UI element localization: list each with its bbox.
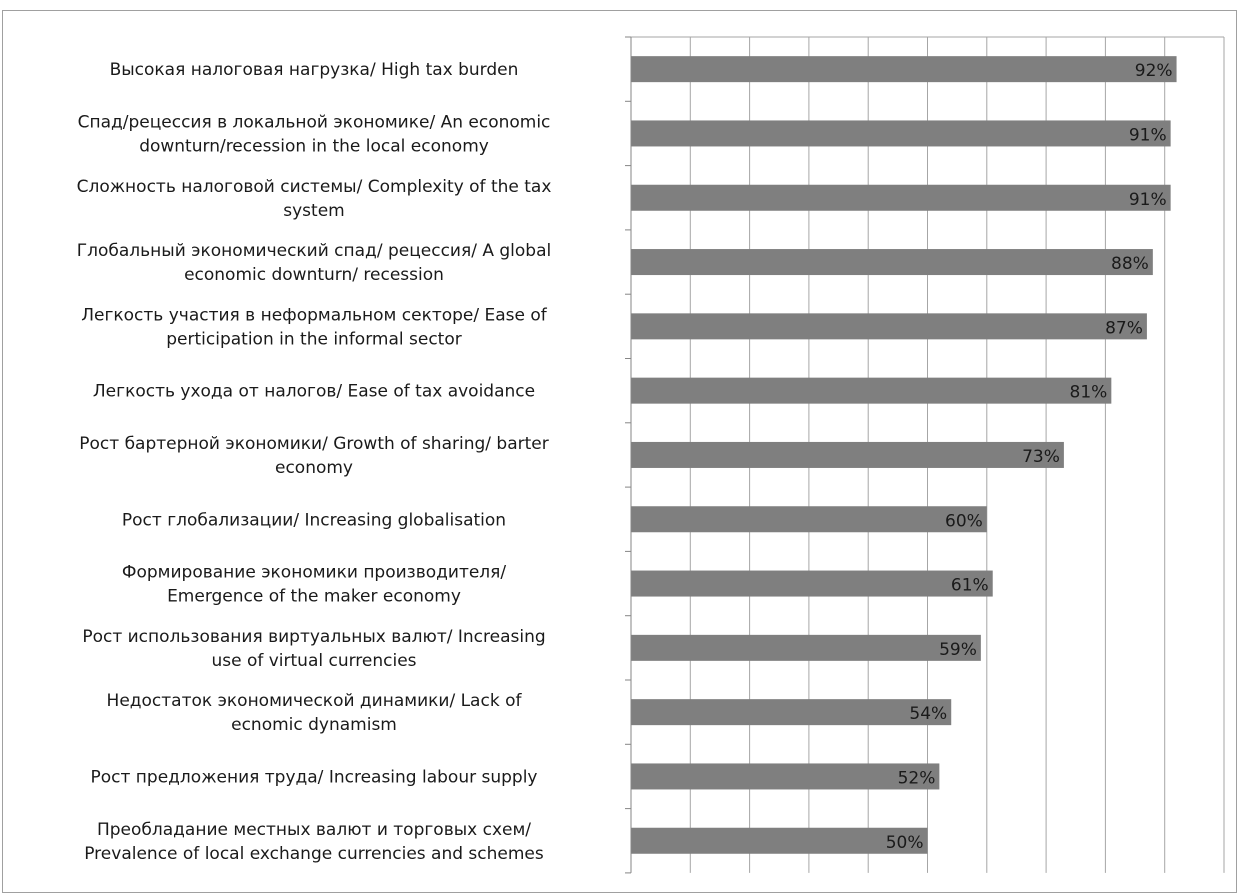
category-label-line: economic downturn/ recession xyxy=(184,265,444,285)
category-labels: Высокая налоговая нагрузка/ High tax bur… xyxy=(77,60,552,864)
category-label-line: Emergence of the maker economy xyxy=(167,587,461,607)
category-label: Рост использования виртуальных валют/ In… xyxy=(82,627,545,671)
category-label-line: Легкость ухода от налогов/ Ease of tax a… xyxy=(93,382,535,402)
category-label: Высокая налоговая нагрузка/ High tax bur… xyxy=(110,60,519,80)
category-label: Рост глобализации/ Increasing globalisat… xyxy=(122,510,506,530)
category-axis xyxy=(625,36,632,874)
category-label-line: Преобладание местных валют и торговых сх… xyxy=(97,820,531,840)
data-label: 50% xyxy=(886,833,924,853)
bar xyxy=(631,570,993,597)
category-label: Сложность налоговой системы/ Complexity … xyxy=(77,177,552,221)
bar xyxy=(631,441,1064,468)
bar xyxy=(631,377,1112,404)
category-label: Спад/рецессия в локальной экономике/ An … xyxy=(78,112,551,156)
bar xyxy=(631,699,952,726)
data-label: 88% xyxy=(1111,254,1149,274)
category-label-line: Рост бартерной экономики/ Growth of shar… xyxy=(79,434,548,454)
chart-frame: Высокая налоговая нагрузка/ High tax bur… xyxy=(2,10,1237,893)
bars xyxy=(631,56,1177,854)
category-label: Недостаток экономической динамики/ Lack … xyxy=(107,691,523,735)
category-label-line: downturn/recession in the local economy xyxy=(139,136,489,156)
category-label-line: use of virtual currencies xyxy=(211,651,416,671)
bar xyxy=(631,506,987,533)
bar xyxy=(631,313,1147,340)
category-label: Глобальный экономический спад/ рецессия/… xyxy=(77,241,551,285)
bar xyxy=(631,56,1177,83)
category-label-line: Prevalence of local exchange currencies … xyxy=(84,844,544,864)
category-label: Преобладание местных валют и торговых сх… xyxy=(84,820,544,864)
data-label: 92% xyxy=(1135,61,1173,81)
category-label-line: Рост глобализации/ Increasing globalisat… xyxy=(122,510,506,530)
bar xyxy=(631,827,928,854)
category-label-line: perticipation in the informal sector xyxy=(166,329,461,349)
category-label-line: Спад/рецессия в локальной экономике/ An … xyxy=(78,112,551,132)
data-label: 81% xyxy=(1070,383,1108,403)
data-label: 91% xyxy=(1129,125,1167,145)
bar xyxy=(631,184,1171,211)
bar xyxy=(631,249,1153,276)
data-label: 59% xyxy=(939,640,977,660)
category-label-line: Формирование экономики производителя/ xyxy=(122,563,507,583)
category-label: Легкость участия в неформальном секторе/… xyxy=(81,305,548,349)
bar xyxy=(631,763,940,790)
data-label: 54% xyxy=(909,704,947,724)
category-label-line: Сложность налоговой системы/ Complexity … xyxy=(77,177,552,197)
data-label: 61% xyxy=(951,576,989,596)
category-label: Рост предложения труда/ Increasing labou… xyxy=(91,767,538,787)
data-label: 91% xyxy=(1129,190,1167,210)
category-label-line: Легкость участия в неформальном секторе/… xyxy=(81,305,548,325)
category-label: Легкость ухода от налогов/ Ease of tax a… xyxy=(93,382,535,402)
category-label-line: Рост использования виртуальных валют/ In… xyxy=(82,627,545,647)
data-labels: 92% 91% 91% 88% 87% 81% 73% 60% 61% 59% 54% 52% 50% xyxy=(886,61,1173,853)
category-label-line: Недостаток экономической динамики/ Lack … xyxy=(107,691,523,711)
category-label-line: Глобальный экономический спад/ рецессия/… xyxy=(77,241,551,261)
category-label: Формирование экономики производителя/Eme… xyxy=(122,563,507,607)
bar-chart: Высокая налоговая нагрузка/ High tax bur… xyxy=(77,36,1225,874)
category-label-line: Высокая налоговая нагрузка/ High tax bur… xyxy=(110,60,519,80)
data-label: 60% xyxy=(945,511,983,531)
data-label: 87% xyxy=(1105,318,1143,338)
data-label: 73% xyxy=(1022,447,1060,467)
category-label-line: Рост предложения труда/ Increasing labou… xyxy=(91,767,538,787)
category-label-line: ecnomic dynamism xyxy=(231,715,397,735)
category-label-line: system xyxy=(283,201,344,221)
category-label-line: economy xyxy=(275,458,353,478)
data-label: 52% xyxy=(898,768,936,788)
bar xyxy=(631,634,981,661)
bar xyxy=(631,120,1171,147)
category-label: Рост бартерной экономики/ Growth of shar… xyxy=(79,434,548,478)
